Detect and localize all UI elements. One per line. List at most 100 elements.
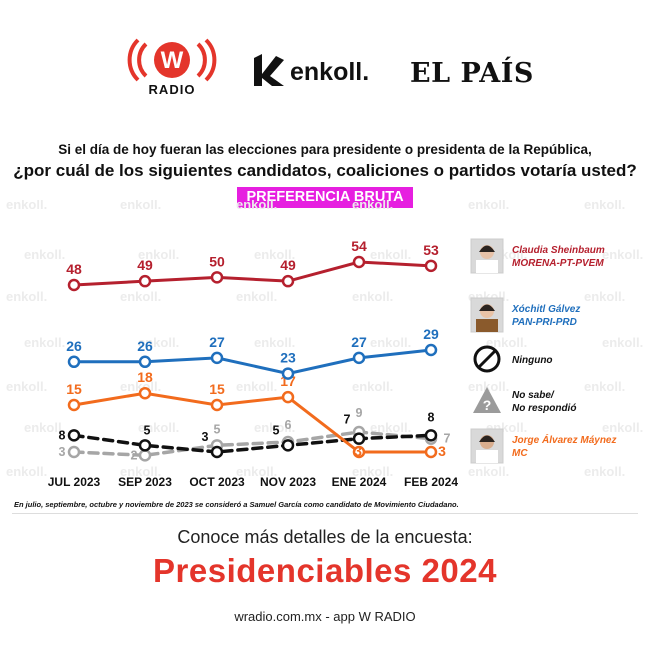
legend-name: Claudia Sheinbaum (512, 245, 605, 256)
chart-footnote: En julio, septiembre, octubre y noviembr… (14, 500, 459, 509)
candidate-photo-hair (479, 304, 495, 311)
watermark: enkoll. (254, 420, 295, 435)
data-label: 26 (137, 338, 153, 354)
watermark: enkoll. (468, 464, 509, 479)
watermark: enkoll. (602, 335, 643, 350)
legend-party: PAN-PRI-PRD (512, 317, 577, 328)
data-label: 49 (137, 257, 153, 273)
unknown-icon-mark: ? (483, 397, 492, 413)
data-label: 23 (280, 350, 296, 366)
data-label: 9 (356, 406, 363, 420)
watermark: enkoll. (584, 200, 625, 212)
data-point (210, 445, 224, 459)
x-tick-label: SEP 2023 (118, 475, 172, 489)
watermark: enkoll. (6, 464, 47, 479)
data-label: 8 (59, 428, 66, 442)
data-point (281, 367, 295, 380)
data-label: 5 (144, 423, 151, 437)
watermark: enkoll. (370, 420, 411, 435)
watermark: enkoll. (254, 247, 295, 262)
data-point (352, 351, 366, 365)
data-point (138, 439, 152, 452)
watermark: enkoll. (486, 335, 527, 350)
data-label: 5 (214, 422, 221, 436)
watermark: enkoll. (120, 200, 161, 212)
data-label: 27 (209, 334, 225, 350)
data-label: 15 (66, 381, 82, 397)
watermark: enkoll. (120, 379, 161, 394)
candidate-photo-body (476, 450, 498, 463)
series-line (72, 430, 433, 458)
x-tick-label: OCT 2023 (189, 475, 245, 489)
data-point (281, 439, 295, 452)
data-point (352, 255, 366, 269)
watermark: enkoll. (370, 247, 411, 262)
watermark: enkoll. (6, 379, 47, 394)
data-point (210, 351, 224, 365)
watermark: enkoll. (584, 464, 625, 479)
svg-text:W: W (161, 47, 184, 74)
data-point (281, 390, 295, 404)
watermark: enkoll. (352, 289, 393, 304)
data-point (67, 278, 81, 292)
data-point (67, 398, 81, 412)
data-label: 3 (438, 443, 446, 459)
legend-name: Ninguno (512, 355, 553, 366)
data-label: 8 (428, 410, 435, 424)
data-label: 3 (354, 443, 362, 459)
data-label: 53 (423, 242, 439, 258)
watermark: enkoll. (24, 420, 65, 435)
watermark: enkoll. (6, 200, 47, 212)
divider (12, 513, 638, 514)
data-point (138, 355, 152, 369)
data-point (138, 386, 152, 400)
enkoll-mark-icon (254, 54, 284, 86)
data-point (138, 274, 152, 288)
series-line (72, 348, 433, 376)
watermark: enkoll. (138, 335, 179, 350)
header-logos: W RADIO enkoll. EL PAÍS (0, 0, 650, 110)
watermark: enkoll. (602, 420, 643, 435)
data-point (424, 429, 438, 442)
watermark: enkoll. (352, 464, 393, 479)
data-label: 15 (209, 381, 225, 397)
data-point (281, 274, 295, 288)
promo-line: Conoce más detalles de la encuesta: (177, 527, 473, 547)
data-point (210, 398, 224, 412)
data-point (67, 355, 81, 369)
series-line (72, 391, 433, 454)
watermark: enkoll. (584, 289, 625, 304)
legend-party: MC (512, 448, 528, 459)
data-label: 3 (59, 445, 66, 459)
watermark: enkoll. (120, 289, 161, 304)
watermark: enkoll. (120, 464, 161, 479)
watermark: enkoll. (236, 464, 277, 479)
watermark: enkoll. (370, 335, 411, 350)
legend-party: MORENA-PT-PVEM (512, 258, 604, 269)
data-label: 48 (66, 261, 82, 277)
data-label: 18 (137, 369, 153, 385)
data-label: 2 (131, 448, 138, 462)
data-label: 6 (285, 418, 292, 432)
data-point (210, 271, 224, 284)
watermark: enkoll. (24, 247, 65, 262)
data-label: 27 (351, 334, 367, 350)
watermark: enkoll. (254, 335, 295, 350)
data-label: 7 (444, 432, 451, 446)
data-point (138, 449, 152, 462)
legend-party: No respondió (512, 403, 576, 414)
watermark: enkoll. (236, 200, 277, 212)
watermark: enkoll. (352, 379, 393, 394)
data-label: 5 (273, 423, 280, 437)
data-point (67, 445, 81, 459)
data-label: 50 (209, 253, 225, 269)
x-tick-label: JUL 2023 (48, 475, 101, 489)
data-point (424, 343, 438, 357)
w-radio-label: RADIO (148, 82, 196, 97)
candidate-photo-hair (479, 245, 495, 252)
data-label: 26 (66, 338, 82, 354)
watermark: enkoll. (468, 200, 509, 212)
data-label: 49 (280, 257, 296, 273)
w-radio-emblem-icon: W (127, 38, 217, 82)
w-radio-logo: W RADIO (126, 38, 218, 100)
